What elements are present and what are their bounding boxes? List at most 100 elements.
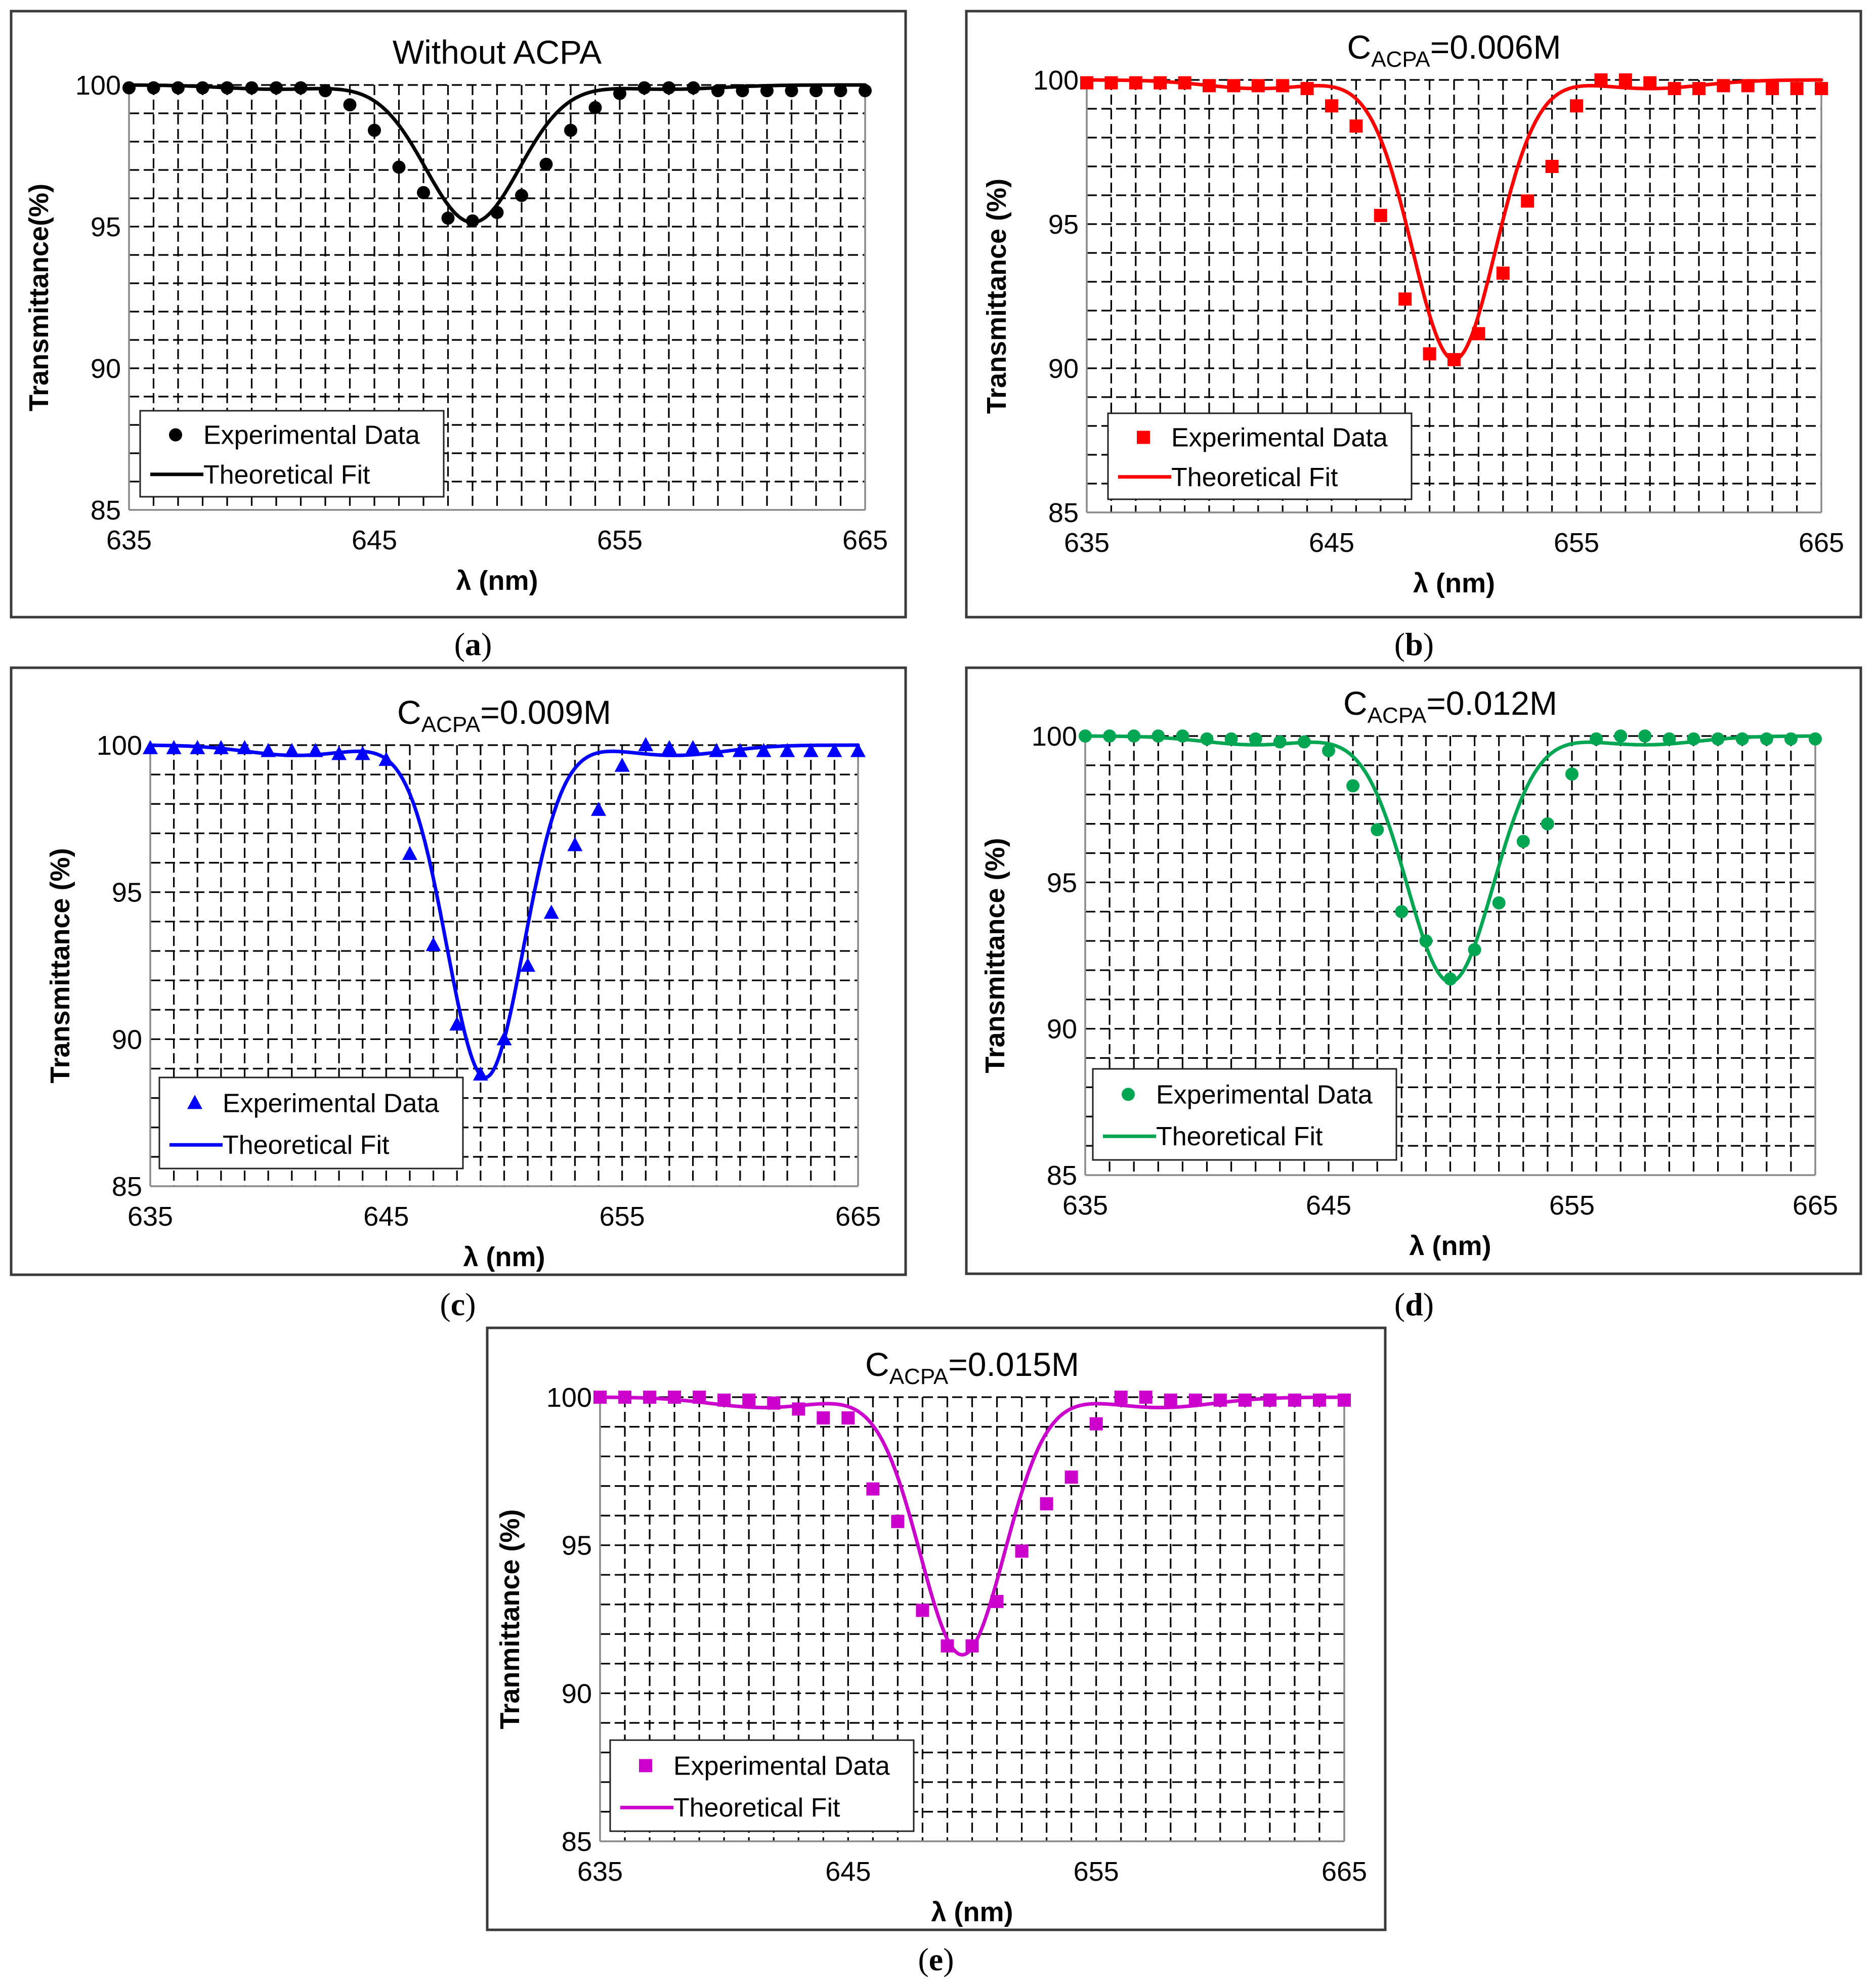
data-point xyxy=(1300,82,1314,96)
data-point xyxy=(756,743,772,757)
data-point xyxy=(1468,943,1481,957)
y-tick-label: 90 xyxy=(1048,354,1079,384)
data-point xyxy=(1398,292,1412,306)
data-point xyxy=(1154,76,1167,90)
y-tick-label: 90 xyxy=(562,1678,592,1709)
data-point xyxy=(618,1391,632,1404)
data-point xyxy=(717,1393,731,1407)
data-point xyxy=(270,81,283,95)
x-tick-label: 655 xyxy=(1554,528,1599,558)
legend-label-fit: Theoretical Fit xyxy=(223,1131,390,1160)
panel-d: 635 645 655 665 85 90 95 100 λ (nm) Transmittance… xyxy=(965,666,1862,1322)
panel-b: 635 645 655 665 85 90 95 100 λ (nm) Transmittance… xyxy=(965,10,1862,662)
data-point xyxy=(668,1391,681,1404)
data-point xyxy=(965,1639,979,1653)
x-tick-label: 665 xyxy=(1799,528,1844,558)
x-tick-label: 645 xyxy=(363,1201,409,1232)
y-axis-title: Transmittance (%) xyxy=(982,179,1012,414)
data-point xyxy=(687,81,700,95)
legend-box xyxy=(158,1076,464,1170)
x-tick-label: 645 xyxy=(352,525,397,555)
y-tick-label: 85 xyxy=(562,1827,592,1857)
legend-label-experimental: Experimental Data xyxy=(223,1089,439,1118)
data-point xyxy=(1395,905,1409,919)
data-point xyxy=(261,743,276,757)
y-tick-label: 85 xyxy=(1047,1160,1077,1191)
x-tick-label: 665 xyxy=(842,525,888,555)
data-point xyxy=(392,160,406,174)
data-point xyxy=(1374,208,1387,222)
data-point xyxy=(1288,1393,1301,1407)
legend-label-fit: Theoretical Fit xyxy=(1156,1122,1323,1151)
x-tick-label: 635 xyxy=(1064,528,1110,558)
panel-c: 635 645 655 665 85 90 95 100 λ (nm) Transmittance… xyxy=(10,666,907,1322)
data-point xyxy=(1103,729,1117,743)
data-point xyxy=(1325,99,1338,113)
data-point xyxy=(1164,1393,1177,1407)
data-point xyxy=(1273,735,1287,749)
experimental-points-b xyxy=(1080,73,1828,366)
data-point xyxy=(172,81,185,95)
chart-title-suffix: =0.006M xyxy=(1430,28,1561,66)
x-tick-label: 635 xyxy=(1062,1190,1108,1221)
data-point xyxy=(449,1016,465,1031)
data-point xyxy=(1089,1417,1103,1431)
data-point xyxy=(425,937,441,952)
data-point xyxy=(841,1411,855,1424)
data-point xyxy=(284,743,300,757)
caption-paren-open: ( xyxy=(918,1941,928,1977)
data-point xyxy=(1496,266,1510,280)
data-point xyxy=(850,743,866,757)
data-point xyxy=(308,743,323,757)
data-point xyxy=(1129,76,1142,90)
panel-e: 635 645 655 665 85 90 95 100 λ (nm) Tranmittance … xyxy=(486,1326,1387,1977)
data-point xyxy=(567,837,583,851)
data-point xyxy=(1064,1471,1078,1484)
data-point xyxy=(143,740,158,754)
data-point xyxy=(1203,79,1216,93)
data-point xyxy=(709,743,724,757)
data-point xyxy=(792,1402,805,1416)
x-axis-title: λ (nm) xyxy=(1410,1231,1491,1261)
chart-title-main: C xyxy=(865,1346,889,1383)
data-point xyxy=(1662,732,1676,746)
x-axis-title: λ (nm) xyxy=(463,1242,545,1272)
y-tick-label: 100 xyxy=(546,1383,592,1413)
legend-marker-experimental xyxy=(187,1095,202,1109)
data-point xyxy=(343,98,357,112)
panel-caption: (c) xyxy=(440,1286,476,1322)
data-point xyxy=(1238,1393,1252,1407)
chart-title: Without ACPA xyxy=(393,33,602,71)
data-point xyxy=(834,84,847,98)
data-point xyxy=(490,206,504,219)
data-point xyxy=(1251,79,1265,93)
data-point xyxy=(1541,817,1554,831)
y-tick-label: 85 xyxy=(1048,498,1079,528)
data-point xyxy=(1276,79,1290,93)
data-point xyxy=(122,81,136,95)
data-point xyxy=(1668,82,1681,96)
caption-letter: a xyxy=(465,626,481,662)
data-point xyxy=(1139,1391,1153,1404)
chart-title-suffix: =0.012M xyxy=(1426,684,1557,722)
data-point xyxy=(637,81,651,95)
legend-label-experimental: Experimental Data xyxy=(1171,423,1388,453)
data-point xyxy=(588,101,602,114)
data-point xyxy=(1643,76,1657,90)
data-point xyxy=(1545,160,1559,173)
caption-paren-close: ) xyxy=(465,1286,476,1322)
data-point xyxy=(1040,1497,1053,1510)
data-point xyxy=(866,1482,880,1496)
data-point xyxy=(1200,732,1214,746)
chart-title-main: C xyxy=(1343,684,1368,722)
x-tick-label: 635 xyxy=(127,1201,173,1232)
y-tick-label: 95 xyxy=(562,1531,592,1561)
data-point xyxy=(237,740,252,754)
experimental-points-d xyxy=(1079,729,1822,986)
legend-label-fit: Theoretical Fit xyxy=(203,460,370,490)
x-tick-label: 635 xyxy=(106,525,152,555)
data-point xyxy=(441,211,455,225)
chart-title: CACPA=0.015M xyxy=(865,1346,1079,1389)
data-point xyxy=(417,186,430,199)
caption-letter: b xyxy=(1405,626,1423,662)
